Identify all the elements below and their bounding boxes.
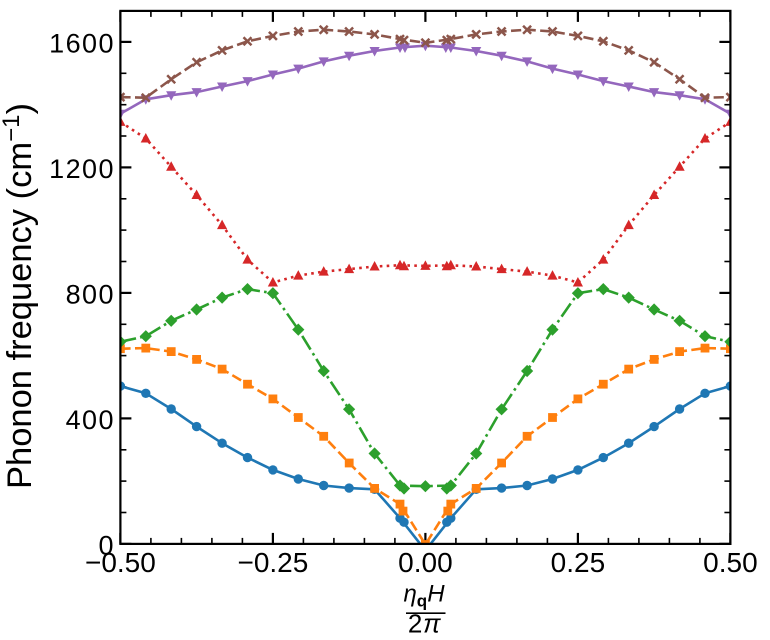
svg-text:0: 0 [99, 531, 115, 561]
svg-text:−0.25: −0.25 [237, 547, 308, 578]
svg-text:2π: 2π [408, 609, 441, 639]
svg-text:1600: 1600 [49, 29, 115, 59]
svg-text:400: 400 [66, 405, 115, 435]
svg-text:−0.50: −0.50 [85, 547, 156, 578]
svg-text:800: 800 [66, 280, 115, 310]
svg-text:0.50: 0.50 [703, 547, 758, 578]
svg-text:0.25: 0.25 [551, 547, 606, 578]
svg-text:0.00: 0.00 [398, 547, 453, 578]
svg-text:Phonon frequency (cm−1): Phonon frequency (cm−1) [0, 103, 39, 489]
svg-text:ηqH: ηqH [403, 581, 445, 611]
svg-text:1200: 1200 [49, 154, 115, 184]
